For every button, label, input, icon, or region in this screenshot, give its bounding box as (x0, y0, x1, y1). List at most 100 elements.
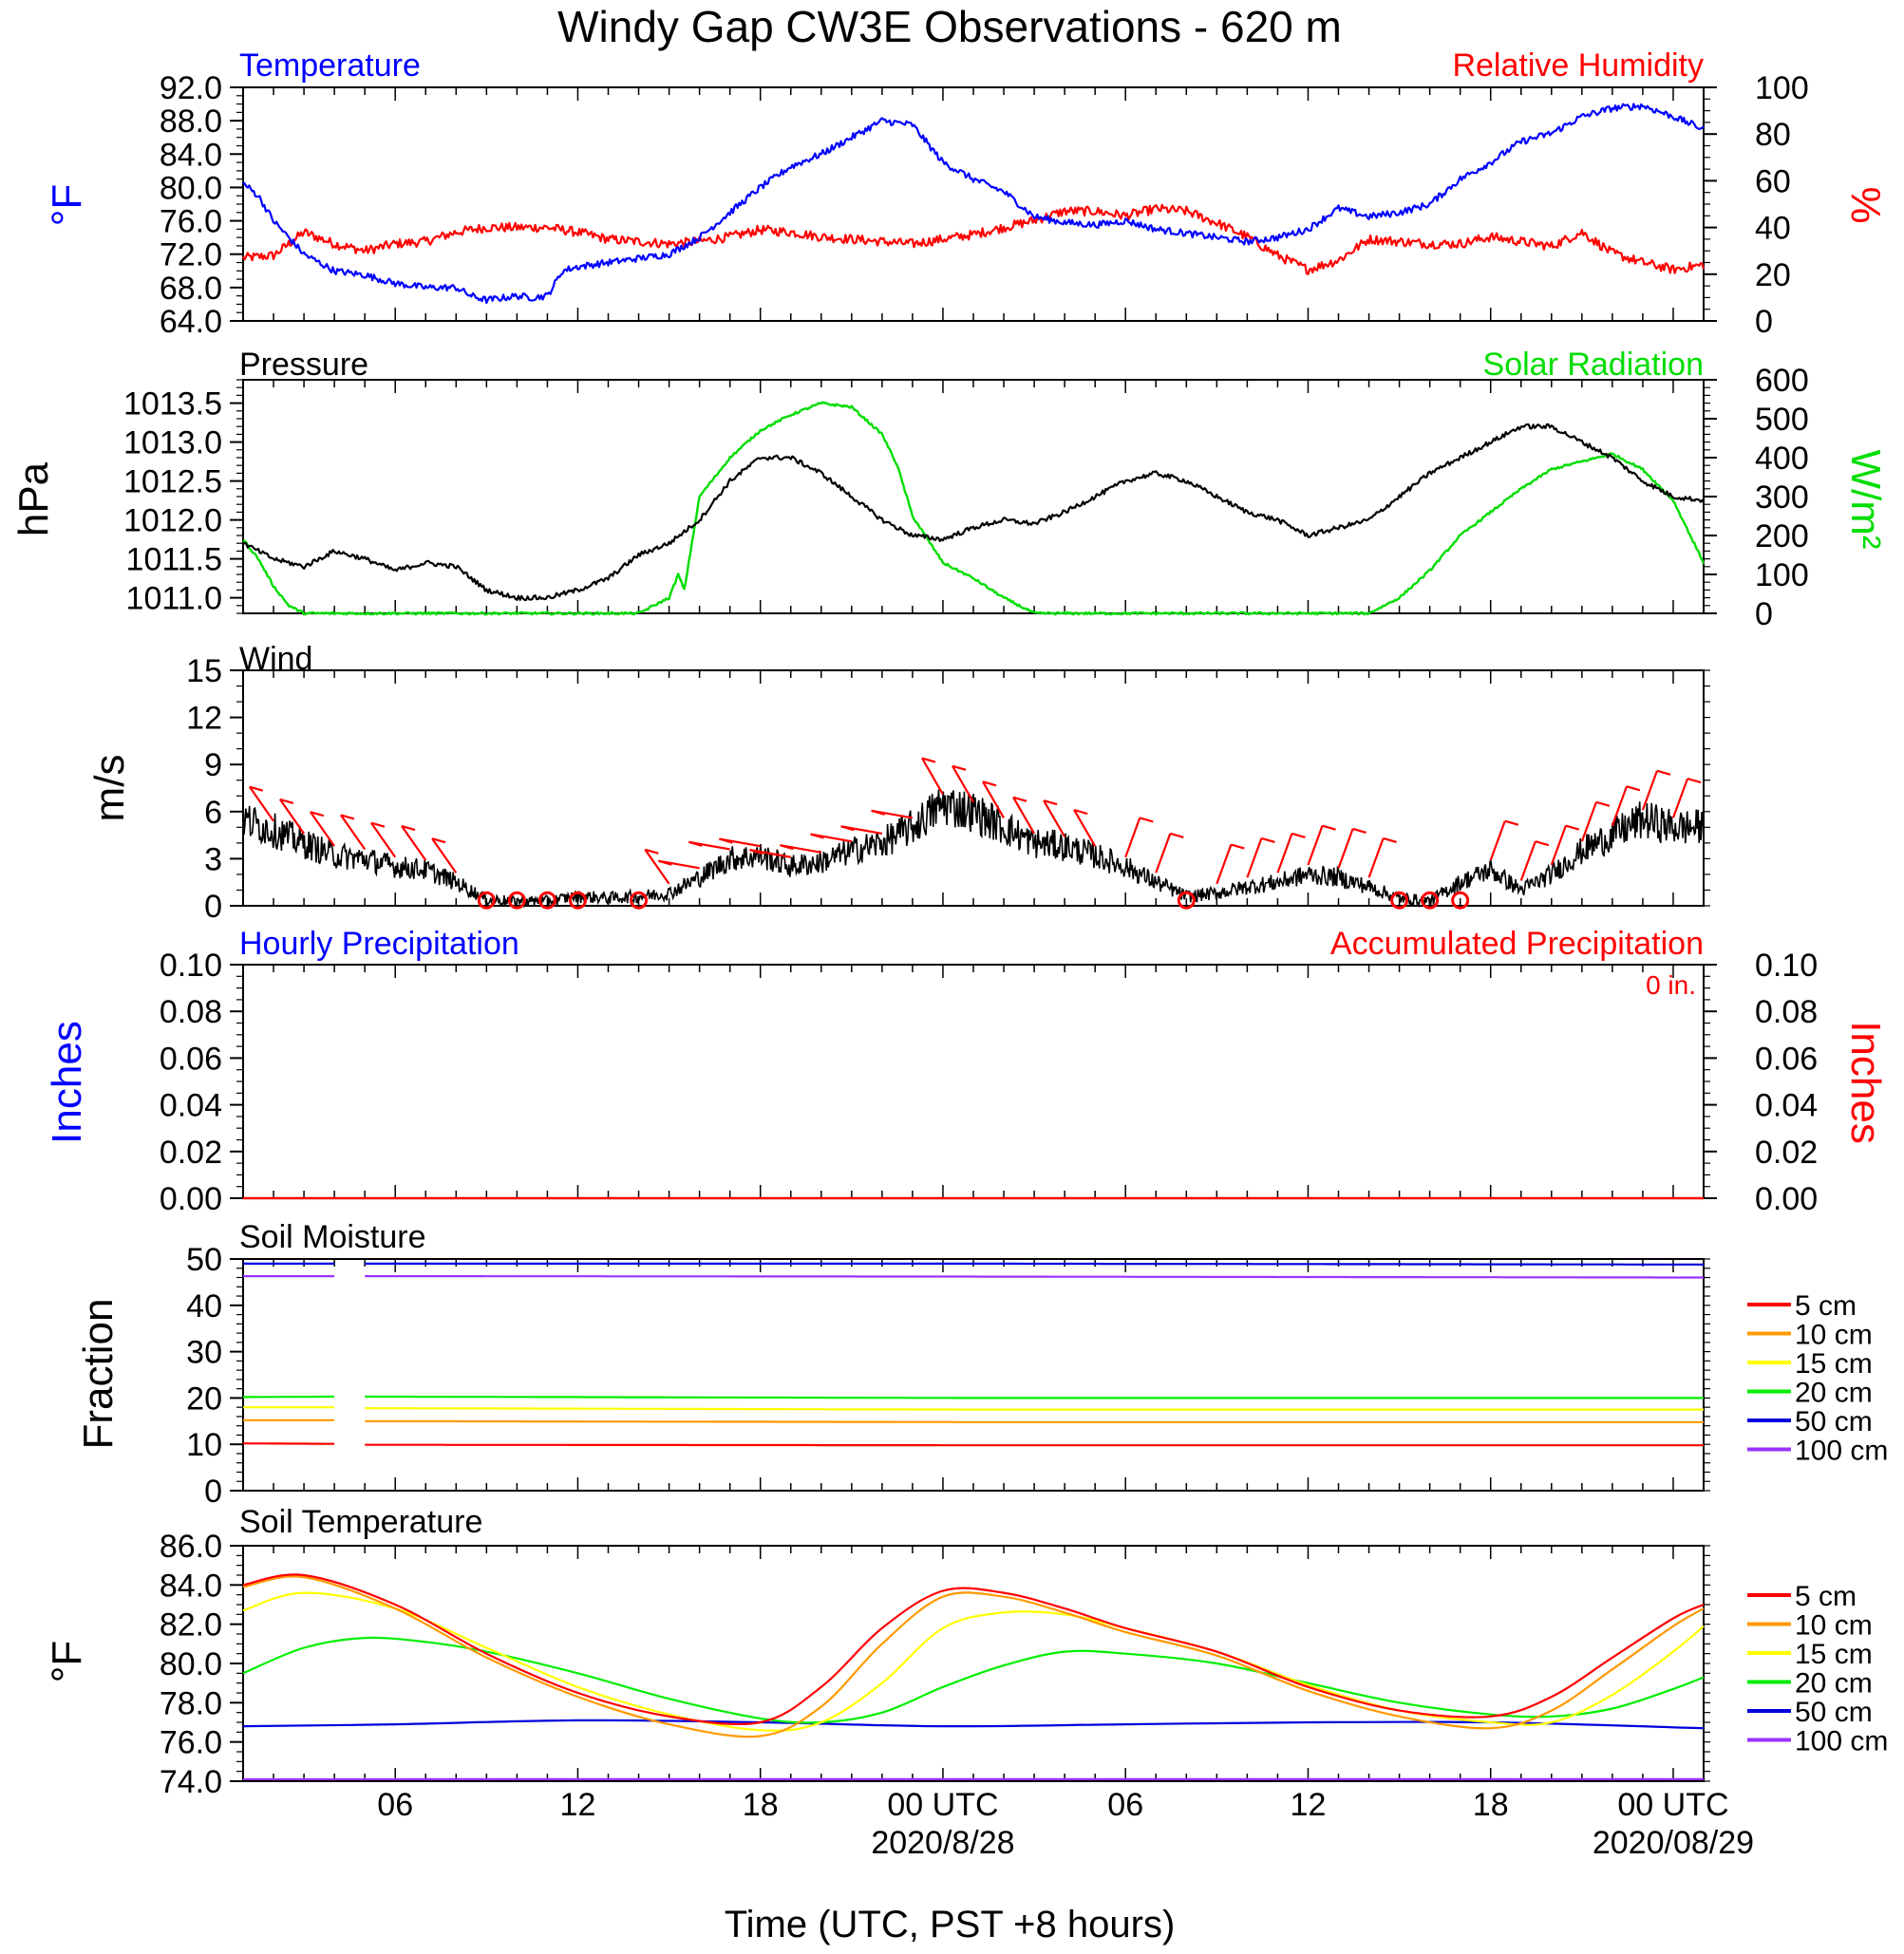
wind-barb-flag (1169, 832, 1184, 838)
y-tick-label: 86.0 (160, 1529, 222, 1565)
y-tick-label: 76.0 (160, 1725, 222, 1761)
wind-barb-flag (370, 821, 386, 828)
wind-barb-flag (1383, 836, 1397, 843)
wind-barb-flag (1073, 809, 1088, 816)
legend-label: 10 cm (1795, 1610, 1873, 1642)
soil-temp-line (242, 1636, 1705, 1724)
wind-barb (780, 844, 821, 854)
panel-pressure-solar: Pressure Solar Radiation hPa W/m² 1013.5… (10, 347, 1889, 632)
wind-barb-flag (1322, 824, 1336, 831)
wind-barb-flag (1261, 836, 1275, 843)
y-tick-label: 78.0 (160, 1685, 222, 1721)
y-tick-label: 12 (186, 701, 222, 737)
wind-barb (719, 837, 761, 848)
y-tick-label: 0.00 (160, 1181, 222, 1217)
y-tick-label: 80.0 (160, 170, 222, 206)
wind-barb (1073, 809, 1097, 847)
y-tick-label: 60 (1755, 163, 1791, 199)
y-tick-label: 0.02 (1755, 1135, 1818, 1171)
y-tick-label: 400 (1755, 441, 1809, 477)
y-tick-label: 0.06 (1755, 1041, 1818, 1077)
solar-title: Solar Radiation (1483, 347, 1704, 383)
y-tick-label: 0.10 (1755, 948, 1818, 984)
pressure-line (242, 423, 1705, 602)
legend-label: 50 cm (1795, 1406, 1873, 1437)
calm-wind-marker (1451, 891, 1470, 910)
wind-barb-staff (309, 811, 336, 847)
temp-rh-frame (242, 86, 1705, 322)
calm-wind-marker (1177, 891, 1196, 910)
wind-barb-staff (1124, 817, 1141, 858)
wind-barb-flag (1043, 799, 1058, 806)
legend-label: 10 cm (1795, 1320, 1873, 1351)
soil-temp-unit-label: °F (44, 1641, 90, 1682)
y-tick-label: 10 (186, 1427, 222, 1463)
panel-wind: Wind m/s 15 12 9 6 3 0 (86, 641, 1710, 925)
wind-barb-flag (657, 859, 672, 866)
y-tick-label: 0.08 (1755, 994, 1818, 1030)
y-tick-label: 68.0 (160, 271, 222, 307)
wind-barb-staff (1307, 825, 1324, 866)
wind-barb-flag (1139, 817, 1154, 823)
wind-barb-staff (1155, 833, 1172, 874)
wind-barb (278, 798, 305, 835)
wind-barb-flag (952, 764, 967, 771)
wind-barb (401, 824, 427, 861)
y-tick-label: 6 (204, 795, 222, 831)
wind-barb (840, 825, 883, 836)
y-tick-label: 1012.0 (123, 503, 222, 539)
wind-barb-flag (1535, 840, 1550, 847)
soil-moisture-line (365, 1395, 1704, 1400)
wind-barb-flag (1504, 819, 1519, 826)
wind-barb (921, 757, 944, 796)
wind-barb (1012, 796, 1036, 835)
wind-barb-flag (1595, 800, 1611, 807)
temp-rh-plot: 92.088.084.080.076.072.068.064.0 100 80 60 4… (160, 70, 1809, 340)
soil-moisture-line (242, 1442, 335, 1445)
y-tick-label: 80.0 (160, 1646, 222, 1682)
wind-barb (1611, 785, 1641, 827)
soil-moisture-line (365, 1262, 1705, 1266)
x-date-label: 2020/08/29 (1593, 1825, 1754, 1861)
rh-title: Relative Humidity (1452, 47, 1704, 84)
wind-barb-flag (688, 840, 703, 847)
wind-barb-flag (1291, 832, 1306, 838)
y-tick-label: 600 (1755, 363, 1809, 399)
wind-barb (1124, 817, 1154, 858)
temp-unit-label: °F (44, 184, 90, 226)
y-tick-label: 15 (186, 653, 222, 689)
wind-barb-flag (310, 811, 325, 817)
y-tick-label: 82.0 (160, 1607, 222, 1644)
y-tick-label: 100 (1755, 70, 1809, 106)
accum-precip-unit-label: Inches (1842, 1021, 1889, 1144)
wind-barb-flag (921, 757, 936, 763)
soil-moisture-plot: 50 40 30 20 10 0 (186, 1242, 1710, 1510)
wind-barb-staff (1671, 778, 1689, 818)
y-tick-label: 0 (204, 1474, 222, 1510)
calm-wind-marker (1421, 891, 1440, 910)
panel-temp-rh: Temperature Relative Humidity °F % 92.08… (44, 47, 1889, 340)
soil-temperature-plot: 86.084.082.080.078.0 76.074.0 (160, 1529, 1710, 1800)
wind-barb-staff (1580, 801, 1597, 842)
wind-barb-flag (1626, 785, 1641, 792)
legend-label: 100 cm (1795, 1436, 1888, 1467)
soil-moisture-line (365, 1419, 1704, 1423)
wind-barb-flag (749, 849, 763, 855)
legend-label: 100 cm (1795, 1726, 1888, 1757)
x-tick-label: 00 UTC (1617, 1787, 1728, 1823)
y-tick-label: 76.0 (160, 204, 222, 240)
wind-barb-staff (644, 849, 670, 885)
wind-barb (749, 849, 791, 858)
wind-barb-flag (840, 825, 855, 832)
wind-barb-flag (249, 785, 264, 792)
wind-barb (1307, 824, 1336, 866)
wind-barb (1367, 836, 1397, 878)
wind-barb (1337, 827, 1367, 869)
wind-barb-flag (1565, 824, 1580, 831)
wind-barb-staff (1611, 785, 1628, 827)
